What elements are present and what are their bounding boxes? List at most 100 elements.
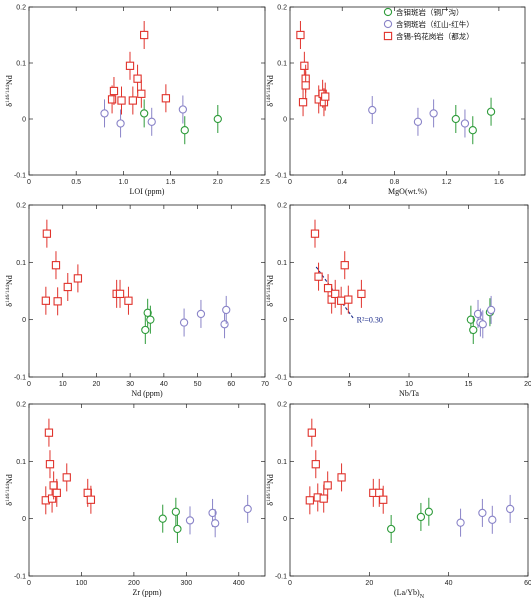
y-tick-label: 0 <box>283 117 287 124</box>
data-point-red <box>140 30 149 40</box>
r-squared-annotation: R²=0.30 <box>357 316 383 325</box>
data-point-red <box>300 61 309 70</box>
data-point-red <box>51 261 61 270</box>
y-tick-label: -0.1 <box>14 173 26 180</box>
x-axis-label: Zr (ppm) <box>132 588 161 597</box>
y-axis-label: δ146/144Nd <box>5 75 14 107</box>
data-point-green <box>451 114 460 124</box>
plot-frame <box>289 403 529 577</box>
data-point-green <box>171 507 180 516</box>
data-point-purple <box>196 309 206 319</box>
plot-frame <box>28 204 266 378</box>
x-tick-label: 0 <box>27 580 31 587</box>
data-point-green <box>180 126 189 135</box>
y-tick-label: 0.2 <box>16 5 26 12</box>
y-tick-label: -0.1 <box>275 574 287 581</box>
legend-marker-green <box>383 7 393 17</box>
data-point-red <box>73 274 83 283</box>
data-point-red <box>319 494 328 503</box>
y-tick-label: 0.2 <box>16 402 26 409</box>
x-tick-label: 2.5 <box>260 179 270 186</box>
data-point-green <box>140 109 149 118</box>
data-point-purple <box>116 119 125 128</box>
data-point-red <box>137 89 146 98</box>
data-point-purple <box>208 508 217 518</box>
y-tick-label: 0.2 <box>277 203 287 210</box>
data-point-purple <box>368 105 377 115</box>
data-point-red <box>323 283 333 293</box>
data-point-green <box>466 315 476 324</box>
data-point-red <box>124 296 133 305</box>
data-point-red <box>375 488 384 498</box>
data-point-purple <box>178 105 188 114</box>
data-point-red <box>117 96 126 105</box>
data-point-green <box>486 107 496 116</box>
x-tick-label: 0 <box>288 179 292 186</box>
legend: 含钼斑岩（铜厂沟） 含铜斑岩（红山-红牛） 含锡-钨花岗岩（都龙） <box>383 7 474 41</box>
data-point-red <box>337 296 346 305</box>
x-tick-label: 0 <box>27 381 31 388</box>
data-point-purple <box>505 504 515 514</box>
data-point-purple <box>413 117 423 126</box>
data-point-red <box>379 495 388 504</box>
data-point-green <box>386 524 396 534</box>
data-point-green <box>141 325 150 335</box>
data-point-red <box>301 81 310 90</box>
legend-marker-purple <box>383 19 393 29</box>
data-point-red <box>86 495 96 504</box>
y-tick-label: -0.1 <box>14 574 26 581</box>
y-tick-label: 0 <box>22 117 26 124</box>
x-tick-label: 1.6 <box>494 179 504 186</box>
legend-item-green: 含钼斑岩（铜厂沟） <box>383 7 464 17</box>
data-point-red <box>296 30 305 40</box>
data-point-red <box>53 297 62 306</box>
data-point-green <box>213 114 222 124</box>
x-tick-label: 0.4 <box>337 179 347 186</box>
data-point-green <box>468 126 477 135</box>
x-tick-label: 40 <box>445 580 453 587</box>
x-tick-label: 5 <box>348 381 352 388</box>
data-point-red <box>298 98 308 107</box>
x-tick-label: 20 <box>93 381 101 388</box>
data-point-purple <box>220 320 229 329</box>
data-point-red <box>340 261 349 270</box>
data-point-purple <box>179 318 189 327</box>
data-point-red <box>357 289 366 299</box>
data-point-red <box>323 481 332 490</box>
y-tick-label: -0.1 <box>14 375 26 382</box>
y-tick-label: 0.1 <box>16 61 26 68</box>
data-point-red <box>344 295 353 304</box>
data-point-green <box>146 315 155 324</box>
data-point-purple <box>486 305 496 315</box>
legend-label-green: 含钼斑岩（铜厂沟） <box>396 7 464 17</box>
x-tick-label: 1.5 <box>166 179 176 186</box>
x-axis-label: Nb/Ta <box>399 389 419 398</box>
data-point-red <box>311 460 320 469</box>
x-axis-label: Nd (ppm) <box>131 389 163 398</box>
data-point-green <box>173 524 182 534</box>
x-tick-label: 20 <box>365 580 373 587</box>
plot-frame <box>289 6 526 176</box>
data-point-red <box>305 496 314 505</box>
data-point-green <box>158 514 167 523</box>
legend-item-red: 含锡-钨花岗岩（都龙） <box>383 31 474 41</box>
data-point-red <box>115 289 125 299</box>
data-point-purple <box>478 320 487 329</box>
x-tick-label: 300 <box>180 580 192 587</box>
y-tick-label: 0.1 <box>277 61 287 68</box>
x-tick-label: 1.2 <box>442 179 452 186</box>
legend-marker-red <box>383 31 393 41</box>
y-axis-label: δ146/144Nd <box>266 75 275 107</box>
data-point-red <box>63 282 72 292</box>
data-point-red <box>310 229 320 238</box>
y-tick-label: 0.2 <box>277 5 287 12</box>
data-point-red <box>161 94 171 103</box>
data-point-red <box>331 289 340 299</box>
data-point-purple <box>429 109 438 118</box>
plot-frame <box>28 6 266 176</box>
plot-frame <box>28 403 266 577</box>
y-tick-label: 0 <box>22 317 26 324</box>
data-point-red <box>337 473 346 482</box>
